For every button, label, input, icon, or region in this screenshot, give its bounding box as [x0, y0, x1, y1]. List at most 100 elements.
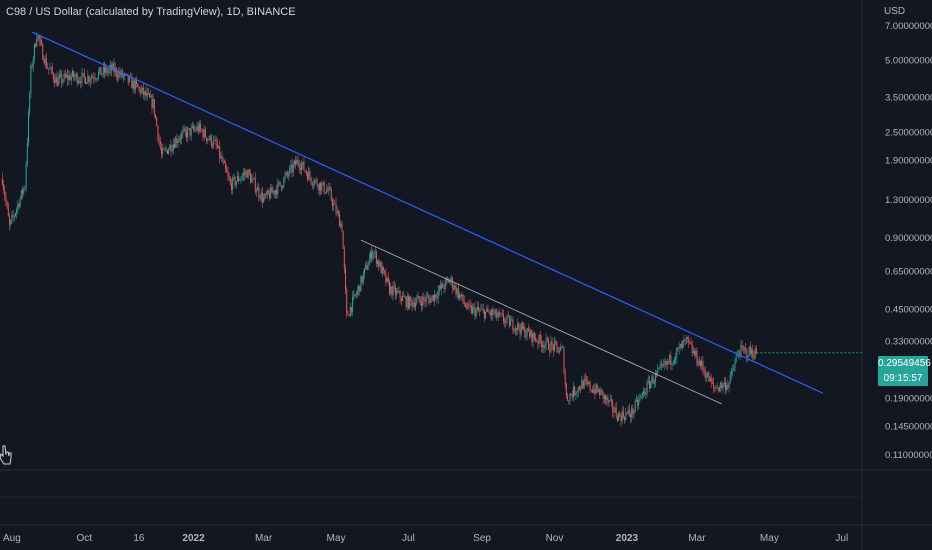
candle-body: [752, 349, 754, 357]
candle-body: [534, 338, 536, 341]
y-tick-label: 0.14500000: [885, 421, 932, 432]
candle-body: [302, 161, 304, 165]
candle-body: [119, 71, 121, 76]
candle-body: [69, 75, 71, 81]
candle-body: [304, 170, 306, 172]
candle-body: [137, 83, 139, 87]
candle-body: [81, 73, 83, 84]
candle-body: [93, 76, 95, 79]
candle-body: [333, 203, 335, 206]
candle-body: [208, 138, 210, 140]
candle-body: [17, 204, 19, 209]
candle-body: [711, 382, 713, 384]
candle-body: [94, 78, 96, 80]
candle-body: [644, 391, 646, 395]
candle-body: [519, 328, 521, 334]
candle-body: [663, 364, 665, 366]
candle-body: [485, 311, 487, 319]
candle-body: [428, 296, 430, 299]
candle-body: [402, 295, 404, 301]
candle-body: [523, 326, 525, 329]
candle-body: [73, 70, 75, 78]
candle-body: [470, 305, 472, 314]
candle-body: [241, 175, 243, 179]
candle-body: [113, 63, 115, 73]
candle-body: [609, 399, 611, 401]
candle-body: [504, 321, 506, 323]
candle-body: [136, 80, 138, 84]
candle-body: [717, 387, 719, 391]
candle-body: [149, 93, 151, 98]
candle-body: [654, 372, 656, 382]
candle-body: [132, 80, 134, 89]
candle-body: [177, 140, 179, 144]
candle-body: [545, 338, 547, 345]
candle-body: [336, 211, 338, 214]
candle-body: [75, 73, 77, 77]
candle-body: [322, 182, 324, 185]
candle-body: [206, 137, 208, 141]
candle-body: [669, 355, 671, 362]
candle-body: [640, 395, 642, 398]
candle-body: [413, 302, 415, 308]
candle-body: [397, 291, 399, 293]
candle-body: [162, 148, 164, 154]
candle-body: [407, 295, 409, 309]
candle-body: [721, 382, 723, 389]
candle-body: [181, 133, 183, 140]
candle-body: [616, 416, 618, 421]
candle-body: [37, 35, 39, 39]
candle-body: [600, 389, 602, 396]
x-tick-label: May: [760, 533, 779, 544]
candle-body: [133, 80, 135, 90]
candle-body: [3, 184, 5, 191]
candle-body: [637, 399, 639, 406]
candle-body: [10, 219, 12, 225]
candle-body: [464, 304, 466, 307]
candle-body: [368, 258, 370, 266]
candle-body: [538, 334, 540, 344]
candle-body: [239, 179, 241, 181]
candle-body: [472, 307, 474, 314]
candle-body: [454, 285, 456, 289]
candle-body: [341, 223, 343, 232]
candle-body: [340, 223, 342, 227]
candle-body: [628, 409, 630, 415]
candle-body: [209, 135, 211, 140]
candle-body: [688, 338, 690, 342]
candle-body: [702, 360, 704, 369]
candle-body: [664, 361, 666, 366]
candle-body: [529, 331, 531, 337]
candle-body: [448, 279, 450, 283]
candle-body: [303, 161, 305, 171]
candle-body: [44, 58, 46, 64]
candle-body: [301, 164, 303, 170]
candle-body: [203, 129, 205, 138]
candle-body: [651, 376, 653, 383]
candle-body: [673, 360, 675, 363]
candle-body: [749, 347, 751, 354]
candle-body: [11, 215, 13, 220]
candle-body: [112, 63, 114, 71]
candle-body: [727, 385, 729, 388]
chart-title: C98 / US Dollar (calculated by TradingVi…: [6, 6, 296, 18]
candle-body: [388, 281, 390, 294]
candle-body: [524, 326, 526, 338]
candle-body: [329, 186, 331, 190]
candle-body: [386, 277, 388, 283]
candle-body: [736, 354, 738, 357]
candle-body: [480, 309, 482, 311]
candle-body: [77, 81, 79, 84]
candle-body: [570, 394, 572, 395]
y-tick-label: 0.11000000: [885, 450, 932, 461]
candle-body: [189, 128, 191, 136]
candle-body: [422, 296, 424, 307]
y-tick-label: 2.50000000: [885, 127, 932, 138]
candle-body: [80, 81, 82, 84]
candle-body: [197, 126, 199, 132]
candle-body: [70, 76, 72, 81]
x-tick-label: 2023: [616, 533, 639, 544]
candle-body: [728, 382, 730, 388]
candle-body: [109, 65, 111, 69]
